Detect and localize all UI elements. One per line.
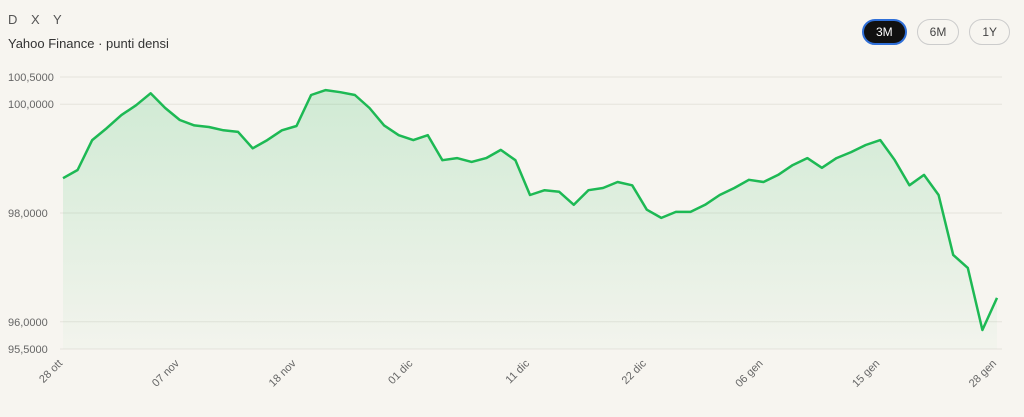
range-button[interactable]: 1Y (969, 19, 1010, 45)
range-button[interactable]: 3M (861, 19, 907, 45)
x-tick-label: 01 dic (386, 357, 416, 387)
y-tick-label: 100,0000 (8, 99, 54, 111)
x-tick-label: 07 nov (150, 357, 182, 389)
x-tick-label: 11 dic (503, 357, 532, 386)
area (63, 90, 997, 349)
range-buttons: 3M 6M 1Y (861, 19, 1010, 45)
subtitle: Yahoo Finance · punti densi (8, 36, 169, 51)
y-tick-label: 95,5000 (8, 344, 48, 356)
x-tick-label: 06 gen (733, 358, 765, 390)
y-tick-label: 96,0000 (8, 317, 48, 329)
title: D X Y (8, 12, 67, 27)
x-tick-label: 28 ott (37, 358, 65, 386)
range-button[interactable]: 6M (916, 19, 960, 45)
y-tick-label: 98,0000 (8, 208, 48, 220)
x-tick-label: 15 gen (850, 358, 882, 390)
y-tick-label: 100,5000 (8, 72, 54, 84)
line (62, 88, 999, 332)
x-tick-label: 22 dic (620, 357, 650, 387)
x-tick-label: 18 nov (267, 357, 299, 389)
x-tick-label: 28 gen (967, 358, 999, 390)
